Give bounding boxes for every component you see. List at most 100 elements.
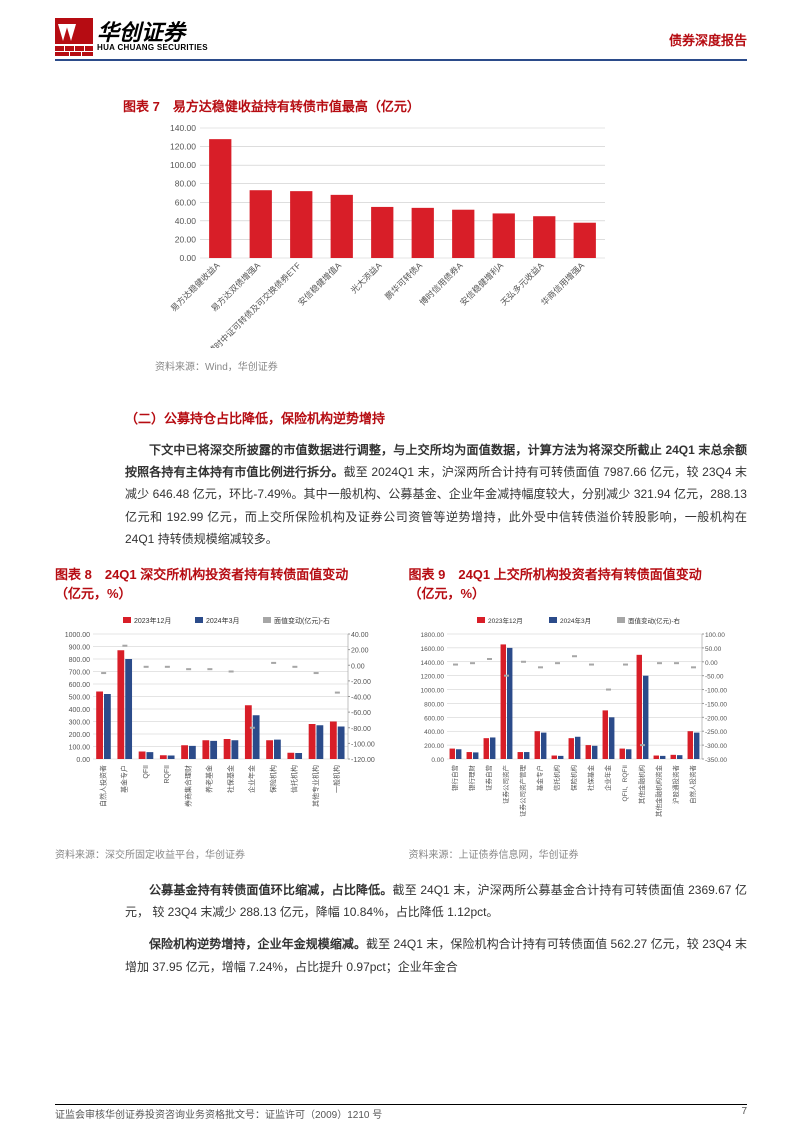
logo-text-en: HUA CHUANG SECURITIES [97,44,208,52]
footer-line [55,1104,747,1105]
svg-text:1000.00: 1000.00 [420,687,444,694]
svg-text:100.00: 100.00 [170,160,196,170]
svg-text:2024年3月: 2024年3月 [560,616,591,625]
svg-text:40.00: 40.00 [175,216,197,226]
svg-text:-80.00: -80.00 [351,726,371,733]
svg-text:0.00: 0.00 [179,253,196,263]
svg-text:信托机构: 信托机构 [552,764,561,791]
svg-text:20.00: 20.00 [351,648,369,655]
svg-text:-250.00: -250.00 [705,729,727,736]
svg-text:证券公司资产: 证券公司资产 [501,764,510,804]
svg-text:-50.00: -50.00 [705,674,724,681]
svg-text:基金专户: 基金专户 [120,765,129,793]
chart9-svg: 2023年12月 2024年3月 面值变动(亿元)-右 0.00 200.00 400.0… [409,612,744,837]
svg-text:一般机构: 一般机构 [332,765,341,793]
svg-text:-120.00: -120.00 [351,757,375,764]
svg-text:-60.00: -60.00 [351,710,371,717]
page-footer: 证监会审核华创证券投资咨询业务资格批文号：证监许可（2009）1210 号 7 [55,1106,747,1121]
svg-text:900.00: 900.00 [69,644,91,651]
svg-text:400.00: 400.00 [69,707,91,714]
chart9-column: 图表 9 24Q1 上交所机构投资者持有转债面值变动（亿元，%） 2023年12… [409,565,748,861]
svg-text:600.00: 600.00 [424,715,444,722]
chart7-caption: 资料来源：Wind，华创证券 [155,358,747,373]
svg-text:沪股通投资者: 沪股通投资者 [671,764,680,804]
svg-text:社保基金: 社保基金 [586,764,595,791]
svg-text:-100.00: -100.00 [351,741,375,748]
svg-text:800.00: 800.00 [424,701,444,708]
svg-text:QFII: QFII [143,765,150,779]
para3-bold: 保险机构逆势增持，企业年金规模缩减。 [149,937,366,951]
svg-text:-40.00: -40.00 [351,694,371,701]
svg-text:-100.00: -100.00 [705,687,727,694]
svg-text:0.00: 0.00 [76,757,90,764]
svg-text:自然人投资者: 自然人投资者 [688,764,697,804]
svg-text:120.00: 120.00 [170,142,196,152]
svg-text:400.00: 400.00 [424,729,444,736]
svg-text:信托机构: 信托机构 [290,765,299,793]
svg-text:光大添益A: 光大添益A [349,260,384,295]
svg-text:140.00: 140.00 [170,123,196,133]
svg-text:华商信用增强A: 华商信用增强A [539,260,586,307]
logo-mark-icon [55,18,93,56]
paragraph-3: 保险机构逆势增持，企业年金规模缩减。截至 24Q1 末，保险机构合计持有可转债面… [125,933,747,977]
svg-text:其他专业机构: 其他专业机构 [311,765,320,807]
svg-text:RQFII: RQFII [164,765,171,784]
svg-text:700.00: 700.00 [69,669,91,676]
svg-text:1600.00: 1600.00 [420,646,444,653]
svg-text:100.00: 100.00 [705,632,725,639]
svg-text:-150.00: -150.00 [705,701,727,708]
svg-text:1400.00: 1400.00 [420,660,444,667]
svg-text:2024年3月: 2024年3月 [206,616,239,625]
svg-text:企业年金: 企业年金 [603,764,612,791]
svg-text:200.00: 200.00 [424,743,444,750]
svg-text:银行理财: 银行理财 [467,764,476,791]
chart7: 0.0020.0040.0060.0080.00100.00120.00140.… [155,123,610,353]
paragraph-1: 下文中已将深交所披露的市值数据进行调整，与上交所均为面值数据，计算方法为将深交所… [125,439,747,550]
svg-text:-20.00: -20.00 [351,679,371,686]
svg-text:社保基金: 社保基金 [226,765,235,793]
page-header: 华创证券 HUA CHUANG SECURITIES 债券深度报告 [0,0,802,61]
svg-text:100.00: 100.00 [69,744,91,751]
svg-text:其他金融机构: 其他金融机构 [637,764,646,804]
svg-text:40.00: 40.00 [351,632,369,639]
footer-left: 证监会审核华创证券投资咨询业务资格批文号：证监许可（2009）1210 号 [55,1106,382,1121]
svg-text:0.00: 0.00 [431,757,444,764]
svg-text:保险机构: 保险机构 [569,764,578,791]
svg-text:2023年12月: 2023年12月 [488,616,523,625]
svg-text:证券公司资产管理: 证券公司资产管理 [518,764,527,817]
svg-text:养老基金: 养老基金 [205,765,214,793]
chart8-title: 图表 8 24Q1 深交所机构投资者持有转债面值变动（亿元，%） [55,565,394,604]
svg-text:QFII、RQFII: QFII、RQFII [622,765,629,802]
svg-text:证券自营: 证券自营 [484,764,493,791]
svg-text:企业年金: 企业年金 [247,765,256,793]
chart8-svg: 2023年12月2024年3月面值变动(亿元)-右0.00100.00200.0… [55,612,390,837]
svg-text:面值变动(亿元)-右: 面值变动(亿元)-右 [628,616,680,625]
svg-text:0.00: 0.00 [351,663,365,670]
svg-text:20.00: 20.00 [175,234,197,244]
svg-text:2023年12月: 2023年12月 [134,616,171,625]
svg-text:银行自营: 银行自营 [450,764,459,791]
page-content: 图表 7 易方达稳健收益持有转债市值最高（亿元） 0.0020.0040.006… [0,61,802,988]
svg-text:1000.00: 1000.00 [65,632,90,639]
report-type: 债券深度报告 [669,18,747,49]
svg-text:券商集合理财: 券商集合理财 [183,765,192,807]
svg-text:其他金融机构资金: 其他金融机构资金 [654,764,663,817]
logo-text-cn: 华创证券 [97,22,208,44]
svg-text:-300.00: -300.00 [705,743,727,750]
svg-text:1800.00: 1800.00 [420,632,444,639]
footer-page-number: 7 [741,1106,747,1121]
svg-text:80.00: 80.00 [175,179,197,189]
chart8-column: 图表 8 24Q1 深交所机构投资者持有转债面值变动（亿元，%） 2023年12… [55,565,394,861]
svg-text:-200.00: -200.00 [705,715,727,722]
svg-text:800.00: 800.00 [69,657,91,664]
svg-text:200.00: 200.00 [69,732,91,739]
svg-text:保险机构: 保险机构 [268,765,277,793]
logo: 华创证券 HUA CHUANG SECURITIES [55,18,208,56]
chart9-title: 图表 9 24Q1 上交所机构投资者持有转债面值变动（亿元，%） [409,565,748,604]
svg-text:自然人投资者: 自然人投资者 [98,765,107,807]
chart8-caption: 资料来源：深交所固定收益平台，华创证券 [55,846,394,861]
svg-text:600.00: 600.00 [69,682,91,689]
svg-text:-350.00: -350.00 [705,757,727,764]
chart9-caption: 资料来源：上证债券信息网，华创证券 [409,846,748,861]
paragraph-2: 公募基金持有转债面值环比缩减，占比降低。截至 24Q1 末，沪深两所公募基金合计… [125,879,747,923]
